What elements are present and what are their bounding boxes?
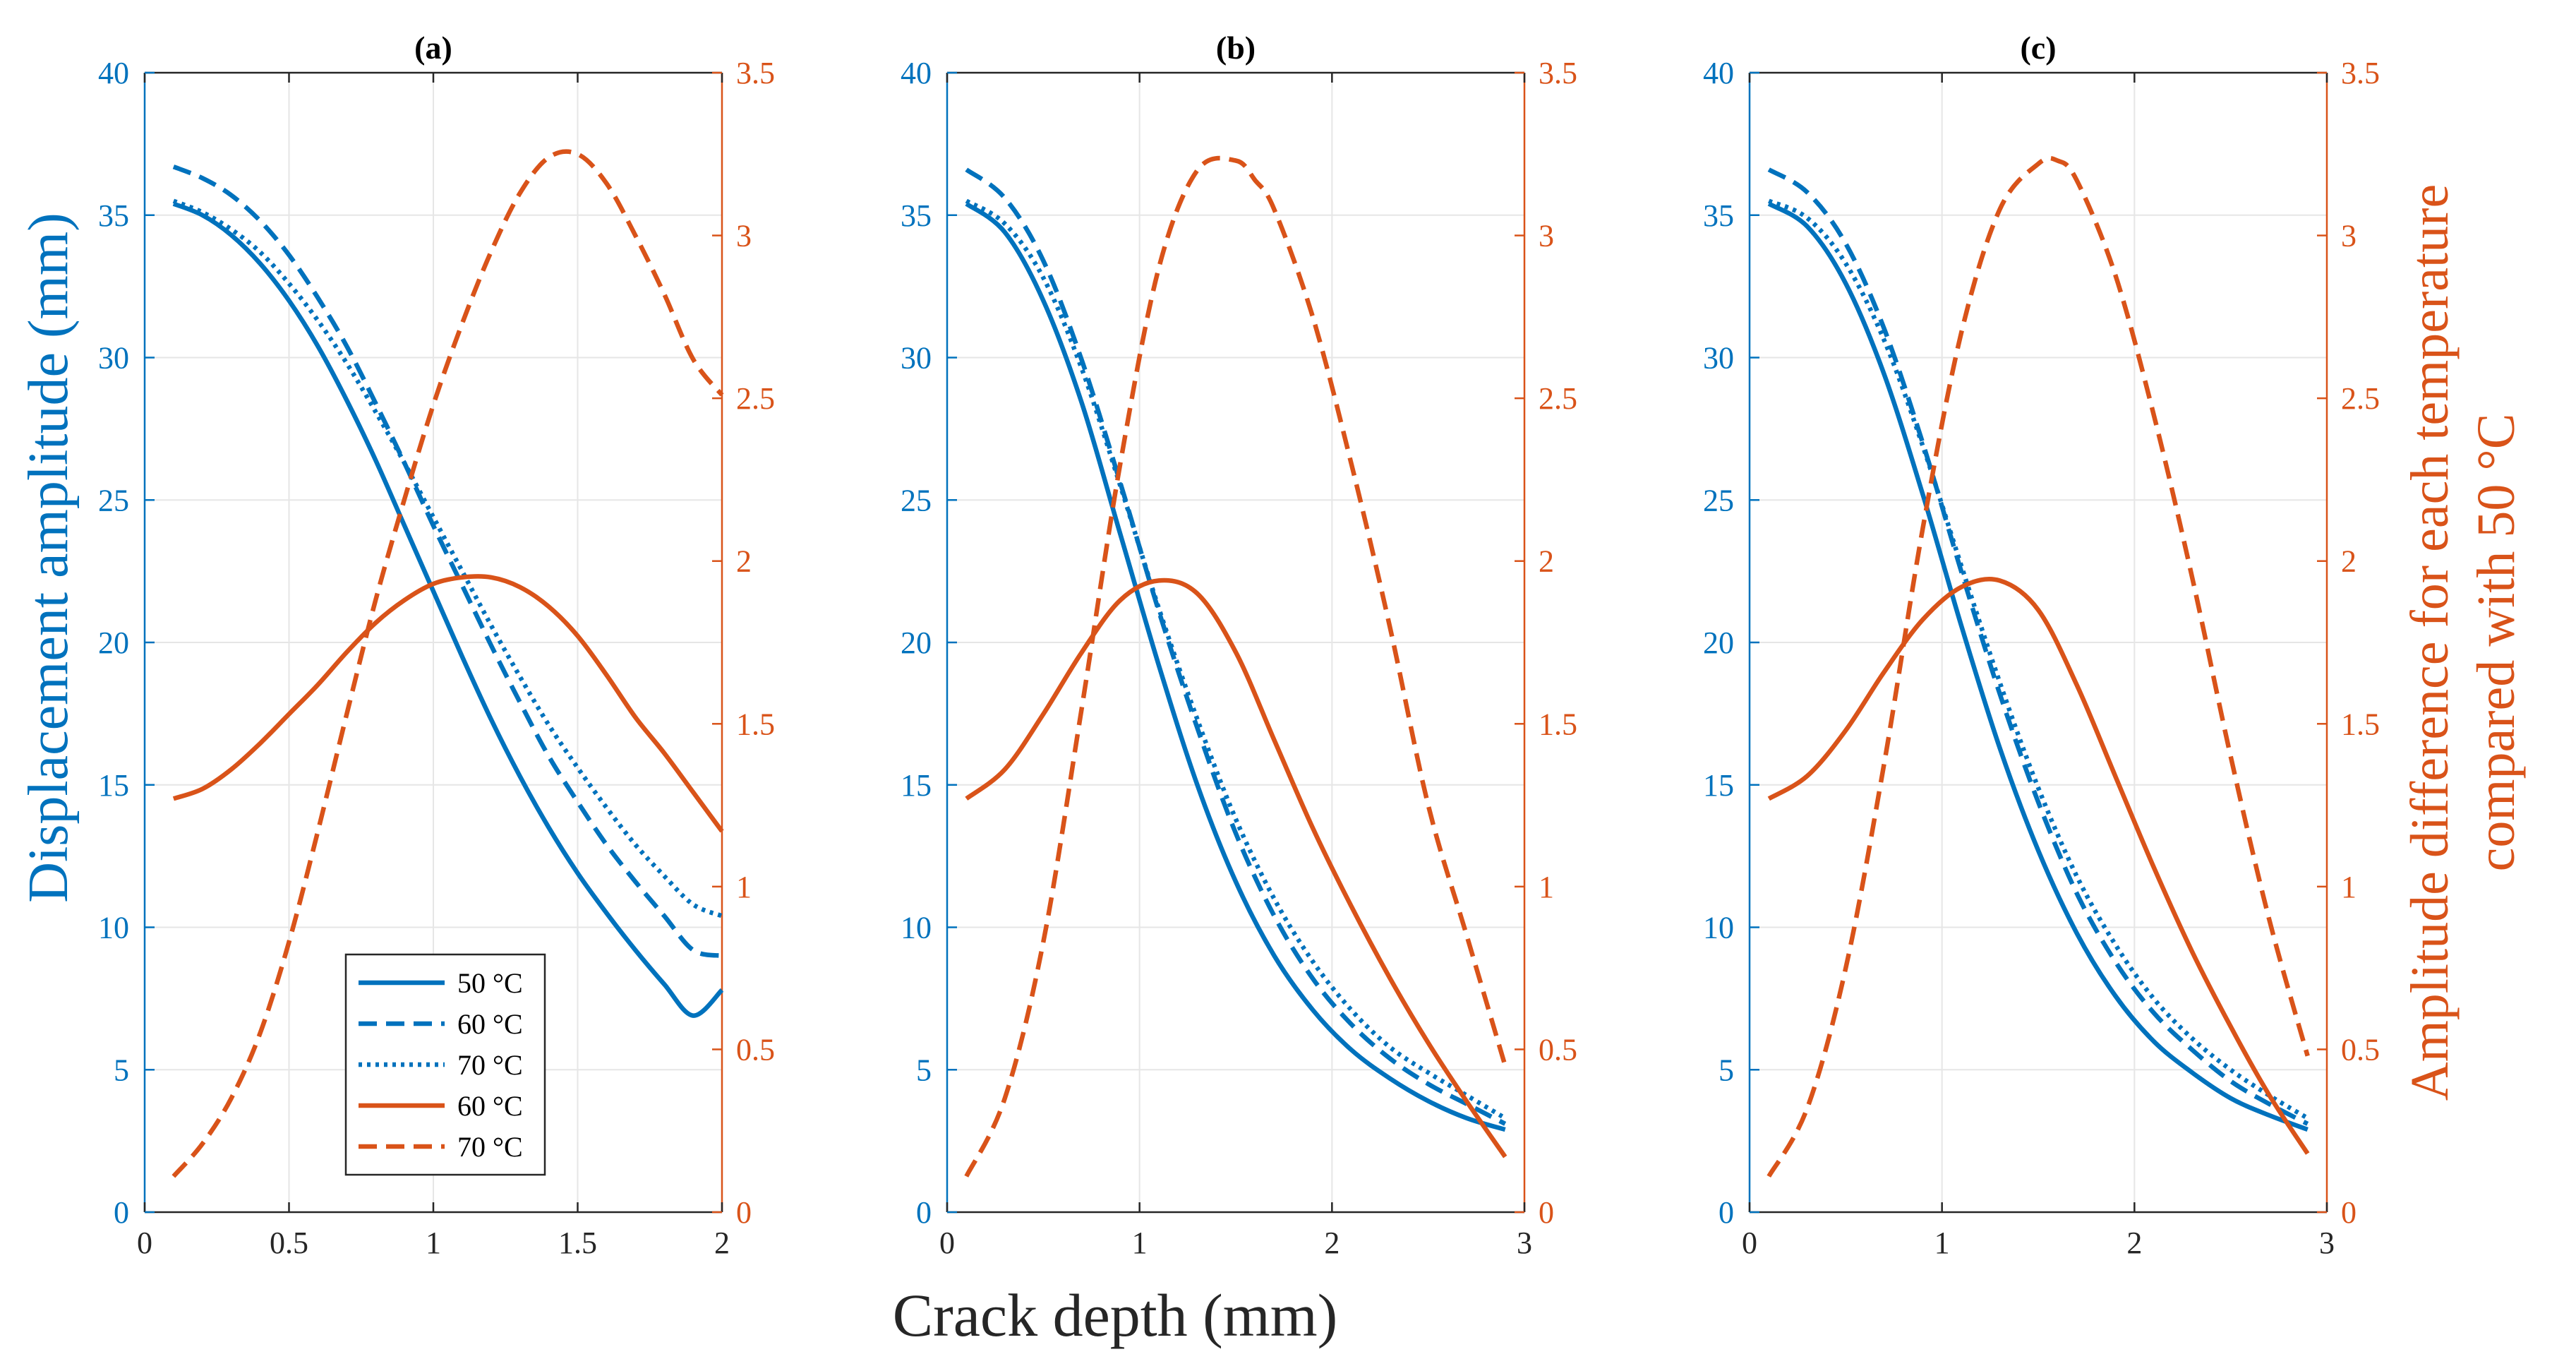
y-tick-label-left: 30 <box>901 341 932 376</box>
y-tick-label-right: 2.5 <box>1539 381 1577 416</box>
y-tick-label-left: 35 <box>1703 198 1734 233</box>
x-tick-label: 0 <box>137 1226 152 1260</box>
y-tick-label-left: 0 <box>114 1195 129 1230</box>
series-line-amplitude-dotted <box>965 198 1507 1120</box>
panel-title: (c) <box>2020 30 2056 66</box>
y-tick-label-right: 2 <box>1539 544 1554 579</box>
y-tick-label-right: 1 <box>1539 870 1554 904</box>
series-line-amplitude-dashed <box>965 167 1507 1126</box>
right-y-axis-label-line1: Amplitude difference for each temperatur… <box>2400 184 2460 1101</box>
series-line-amplitude-dashed <box>1767 167 2309 1126</box>
x-tick-label: 1.5 <box>558 1226 597 1260</box>
y-tick-label-left: 5 <box>1719 1053 1734 1087</box>
series-line-difference-dashed <box>1767 155 2310 1178</box>
y-tick-label-right: 2.5 <box>736 381 775 416</box>
y-tick-label-right: 0.5 <box>1539 1032 1577 1067</box>
series-line-difference-solid <box>1767 577 2310 1155</box>
y-tick-label-right: 3.5 <box>1539 56 1577 90</box>
x-tick-label: 3 <box>1517 1226 1532 1260</box>
y-tick-label-right: 2 <box>2341 544 2357 579</box>
x-tick-label: 1 <box>1934 1226 1950 1260</box>
x-tick-label: 0 <box>1742 1226 1757 1260</box>
x-tick-label: 2 <box>2126 1226 2142 1260</box>
y-tick-label-right: 3 <box>736 219 752 253</box>
y-tick-label-left: 10 <box>901 911 932 945</box>
y-tick-label-left: 35 <box>98 198 129 233</box>
series-line-amplitude-dotted <box>172 198 723 918</box>
panel-title: (b) <box>1216 30 1256 66</box>
y-tick-label-left: 20 <box>1703 625 1734 660</box>
y-tick-label-left: 30 <box>1703 341 1734 376</box>
y-tick-label-right: 1 <box>2341 870 2357 904</box>
legend-label: 70 °C <box>457 1131 523 1163</box>
series-line-difference-solid <box>172 574 724 833</box>
y-tick-label-right: 2.5 <box>2341 381 2380 416</box>
series-line-difference-dashed <box>964 155 1507 1178</box>
y-tick-label-left: 25 <box>1703 483 1734 517</box>
y-tick-label-right: 1.5 <box>736 707 775 741</box>
y-tick-label-left: 20 <box>98 625 129 660</box>
y-tick-label-left: 40 <box>901 56 932 90</box>
y-tick-label-left: 0 <box>1719 1195 1734 1230</box>
left-y-axis-label: Displacement amplitude (mm) <box>18 212 80 903</box>
y-tick-label-left: 25 <box>98 483 129 517</box>
series-line-amplitude-solid <box>1767 201 2309 1132</box>
x-tick-label: 1 <box>426 1226 441 1260</box>
series-line-amplitude-solid <box>172 201 724 1018</box>
legend-label: 50 °C <box>457 967 523 999</box>
y-tick-label-right: 0.5 <box>2341 1032 2380 1067</box>
x-tick-label: 2 <box>1324 1226 1340 1260</box>
y-tick-label-right: 0 <box>736 1195 752 1230</box>
y-tick-label-left: 30 <box>98 341 129 376</box>
y-tick-label-left: 15 <box>901 768 932 803</box>
right-y-axis-label-line2: compared with 50 °C <box>2467 414 2526 872</box>
y-tick-label-right: 1 <box>736 870 752 904</box>
legend: 50 °C 60 °C 70 °C 60 °C 70 °C <box>344 953 546 1176</box>
panel-a: 0 0.5 1 1.5 2051015202530354000.511.522.533.… <box>98 30 775 1260</box>
y-tick-label-left: 35 <box>901 198 932 233</box>
y-tick-label-right: 2 <box>736 544 752 579</box>
y-tick-label-right: 3.5 <box>736 56 775 90</box>
panels: 0 0.5 1 1.5 2051015202530354000.511.522.533.… <box>98 30 2380 1260</box>
x-tick-label: 2 <box>714 1226 730 1260</box>
series-line-amplitude-dashed <box>172 164 723 959</box>
series-line-amplitude-solid <box>965 201 1506 1132</box>
y-tick-label-right: 1.5 <box>1539 707 1577 741</box>
legend-label: 60 °C <box>457 1090 523 1122</box>
y-tick-label-left: 15 <box>98 768 129 803</box>
series-line-amplitude-dotted <box>1767 198 2309 1120</box>
y-tick-label-left: 20 <box>901 625 932 660</box>
x-axis-label: Crack depth (mm) <box>893 1281 1337 1349</box>
y-tick-label-left: 25 <box>901 483 932 517</box>
y-tick-label-left: 10 <box>1703 911 1734 945</box>
x-tick-label: 3 <box>2319 1226 2335 1260</box>
y-tick-label-right: 3.5 <box>2341 56 2380 90</box>
y-tick-label-left: 5 <box>916 1053 932 1087</box>
y-tick-label-left: 0 <box>916 1195 932 1230</box>
y-tick-label-left: 10 <box>98 911 129 945</box>
legend-label: 60 °C <box>457 1008 523 1040</box>
series-line-difference-solid <box>965 577 1507 1159</box>
y-tick-label-right: 3 <box>1539 219 1554 253</box>
y-tick-label-right: 0.5 <box>736 1032 775 1067</box>
y-tick-label-left: 15 <box>1703 768 1734 803</box>
y-tick-label-right: 0 <box>2341 1195 2357 1230</box>
y-tick-label-right: 1.5 <box>2341 707 2380 741</box>
y-tick-label-left: 40 <box>98 56 129 90</box>
y-tick-label-left: 5 <box>114 1053 129 1087</box>
x-tick-label: 1 <box>1132 1226 1148 1260</box>
y-tick-label-left: 40 <box>1703 56 1734 90</box>
x-tick-label: 0 <box>939 1226 955 1260</box>
y-tick-label-right: 3 <box>2341 219 2357 253</box>
series-line-difference-dashed <box>171 149 724 1178</box>
x-tick-label: 0.5 <box>270 1226 308 1260</box>
legend-label: 70 °C <box>457 1049 523 1081</box>
panel-title: (a) <box>414 30 452 66</box>
y-tick-label-right: 0 <box>1539 1195 1554 1230</box>
